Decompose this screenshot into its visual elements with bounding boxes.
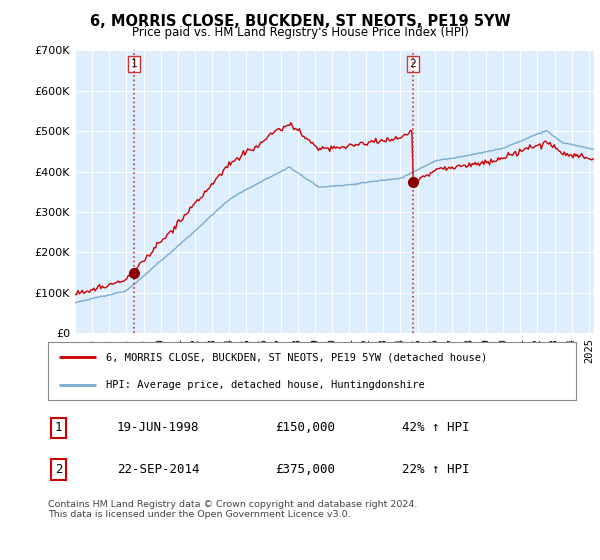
Text: 2: 2 xyxy=(55,463,62,476)
FancyBboxPatch shape xyxy=(48,342,576,400)
Text: 42% ↑ HPI: 42% ↑ HPI xyxy=(402,421,469,435)
Text: 19-JUN-1998: 19-JUN-1998 xyxy=(116,421,199,435)
Text: Price paid vs. HM Land Registry's House Price Index (HPI): Price paid vs. HM Land Registry's House … xyxy=(131,26,469,39)
Text: Contains HM Land Registry data © Crown copyright and database right 2024.
This d: Contains HM Land Registry data © Crown c… xyxy=(48,500,418,519)
Text: 2: 2 xyxy=(409,59,416,69)
Text: 6, MORRIS CLOSE, BUCKDEN, ST NEOTS, PE19 5YW (detached house): 6, MORRIS CLOSE, BUCKDEN, ST NEOTS, PE19… xyxy=(106,352,487,362)
Text: 1: 1 xyxy=(131,59,137,69)
Text: 1: 1 xyxy=(55,421,62,435)
Text: £150,000: £150,000 xyxy=(275,421,335,435)
Text: 22-SEP-2014: 22-SEP-2014 xyxy=(116,463,199,476)
Text: 22% ↑ HPI: 22% ↑ HPI xyxy=(402,463,469,476)
Text: £375,000: £375,000 xyxy=(275,463,335,476)
Text: HPI: Average price, detached house, Huntingdonshire: HPI: Average price, detached house, Hunt… xyxy=(106,380,425,390)
Text: 6, MORRIS CLOSE, BUCKDEN, ST NEOTS, PE19 5YW: 6, MORRIS CLOSE, BUCKDEN, ST NEOTS, PE19… xyxy=(89,14,511,29)
